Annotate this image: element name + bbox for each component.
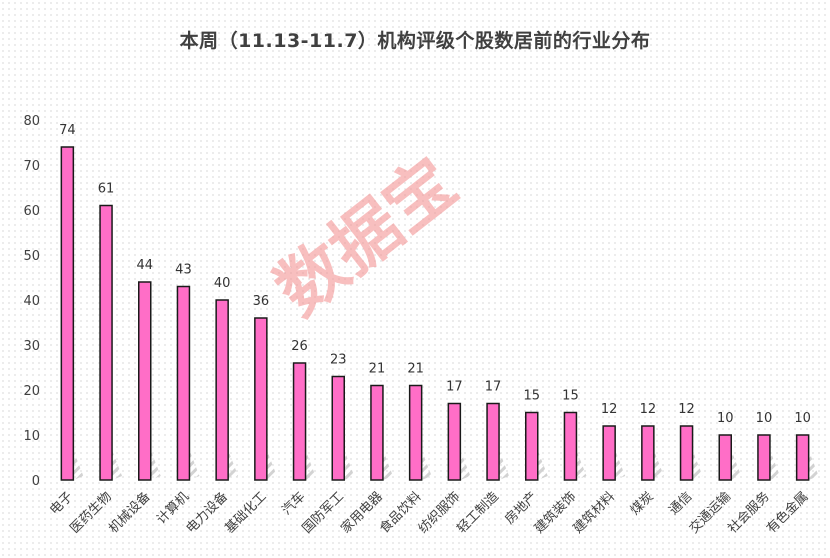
- data-label: 21: [407, 362, 424, 377]
- data-label: 23: [330, 353, 347, 368]
- bar-shadow: [416, 438, 432, 480]
- category-label: 有色金属: [763, 489, 811, 537]
- bar-shadow: [339, 438, 355, 480]
- category-label: 汽车: [279, 489, 309, 519]
- bar: [718, 434, 732, 481]
- bar-shadow: [803, 438, 819, 480]
- data-label: 12: [640, 402, 657, 417]
- category-label: 建筑材料: [570, 489, 618, 537]
- data-label: 10: [794, 411, 811, 426]
- category-label: 轻工制造: [454, 489, 501, 536]
- data-label: 44: [136, 258, 153, 273]
- y-tick-label: 80: [23, 114, 40, 129]
- data-label: 17: [446, 380, 463, 395]
- data-label: 36: [253, 294, 270, 309]
- bar-shadow: [610, 438, 626, 480]
- category-label: 建筑装饰: [531, 489, 579, 537]
- category-label: 医药生物: [67, 489, 114, 536]
- data-label: 15: [562, 389, 579, 404]
- y-axis: 0 10 20 30 40 50 60 70 80: [23, 114, 40, 489]
- y-tick-label: 70: [23, 159, 40, 174]
- bar-shadow: [649, 438, 664, 480]
- category-label: 社会服务: [725, 489, 773, 537]
- data-label: 12: [678, 402, 695, 417]
- bar-shadow: [300, 438, 316, 480]
- data-label: 43: [175, 263, 192, 278]
- data-label: 12: [601, 402, 618, 417]
- bar-shadow: [184, 438, 200, 480]
- y-tick-label: 20: [23, 384, 40, 399]
- bar: [60, 146, 75, 481]
- y-tick-label: 30: [23, 339, 40, 354]
- bar-shadow: [107, 438, 123, 480]
- category-label: 电力设备: [183, 489, 231, 537]
- category-label: 通信: [666, 489, 695, 518]
- bar: [757, 434, 771, 481]
- category-label: 交通运输: [686, 489, 734, 537]
- y-tick-label: 60: [23, 204, 40, 219]
- y-tick-label: 10: [23, 429, 40, 444]
- data-label: 21: [369, 362, 386, 377]
- bar: [331, 375, 345, 481]
- bar-shadow: [378, 438, 393, 480]
- category-label: 房地产: [502, 489, 541, 528]
- bar-shadow-layer: [68, 438, 819, 480]
- bar-shadow: [533, 438, 548, 480]
- bar: [447, 402, 462, 481]
- category-label: 纺织服饰: [416, 489, 463, 536]
- category-label: 基础化工: [222, 489, 269, 536]
- bar: [99, 204, 113, 481]
- data-label: 74: [59, 123, 76, 138]
- data-label: 15: [523, 389, 540, 404]
- bar: [641, 425, 655, 481]
- bar-shadow: [68, 438, 84, 480]
- bar-shadow: [262, 438, 277, 480]
- bar-shadow: [571, 438, 587, 480]
- bar: [138, 281, 152, 481]
- chart-title: 本周（11.13-11.7）机构评级个股数居前的行业分布: [179, 30, 651, 52]
- bar: [525, 411, 539, 481]
- bar-shadow: [765, 438, 780, 480]
- bar-shadow: [146, 438, 161, 480]
- bar: [292, 362, 307, 481]
- bar: [679, 425, 694, 481]
- category-label: 国防军工: [299, 489, 347, 537]
- data-label: 10: [756, 411, 773, 426]
- bar: [563, 411, 578, 481]
- data-label: 61: [98, 182, 115, 197]
- bar-shadow: [455, 438, 471, 480]
- watermark-text: 数据宝: [262, 144, 471, 332]
- bar: [486, 402, 500, 481]
- bar: [408, 384, 423, 481]
- data-label: 40: [214, 276, 231, 291]
- bar-shadow: [726, 438, 742, 480]
- bar: [176, 285, 191, 481]
- y-tick-label: 50: [23, 249, 40, 264]
- bar-shadow: [687, 438, 703, 480]
- bar: [215, 299, 229, 481]
- data-labels: 74 61 44 43 40 36 26 23 21 21 17 17 15 15 12 12 12 10 10 10: [59, 123, 811, 426]
- data-label: 10: [717, 411, 734, 426]
- category-label: 机械设备: [105, 489, 153, 537]
- y-tick-label: 40: [23, 294, 40, 309]
- bar: [370, 384, 384, 481]
- category-label: 食品饮料: [376, 489, 424, 537]
- bar-series: [60, 146, 810, 481]
- bar-shadow: [494, 438, 510, 480]
- data-label: 26: [291, 339, 308, 354]
- bar: [254, 317, 268, 481]
- bar: [795, 434, 810, 481]
- category-label: 煤炭: [628, 489, 657, 518]
- category-label: 家用电器: [338, 489, 386, 537]
- category-label: 电子: [47, 489, 76, 518]
- data-label: 17: [485, 380, 502, 395]
- bar-shadow: [223, 438, 239, 480]
- bar: [602, 425, 616, 481]
- y-tick-label: 0: [32, 474, 40, 489]
